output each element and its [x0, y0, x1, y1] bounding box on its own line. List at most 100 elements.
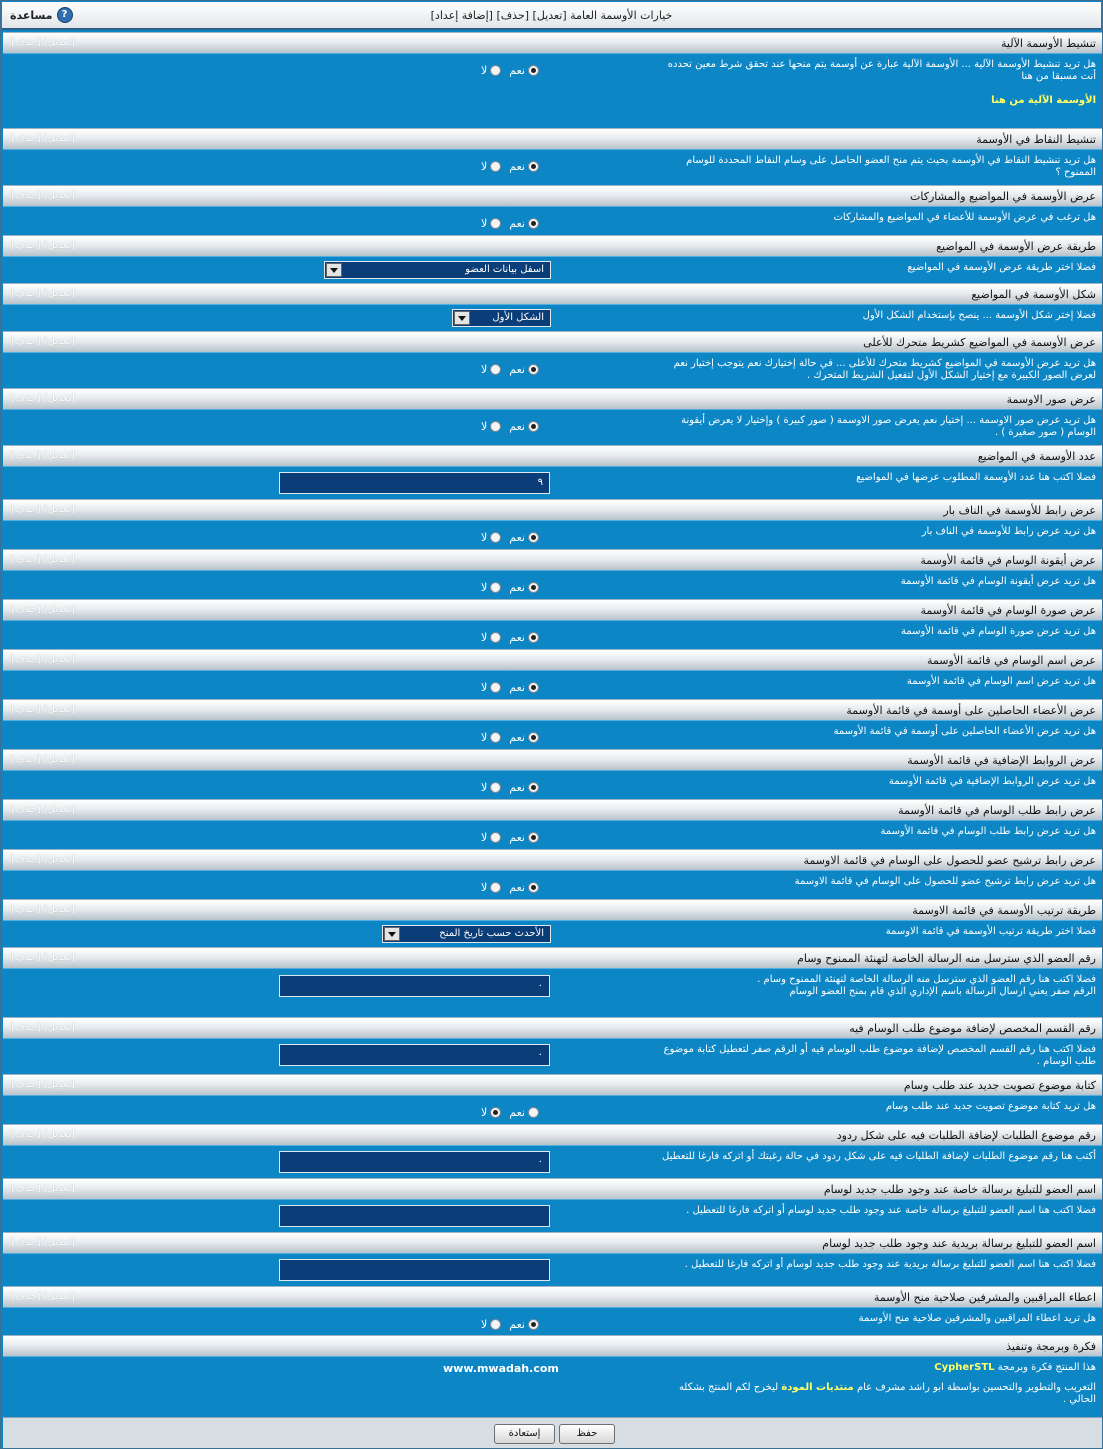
chevron-down-icon[interactable]	[454, 311, 470, 325]
setting-edit-delete-links[interactable]: [تعديل] [حذف]	[11, 133, 75, 144]
setting-edit-delete-links[interactable]: [تعديل] [حذف]	[11, 754, 75, 765]
help-button[interactable]: ? مساعدة	[10, 7, 73, 23]
radio-yes[interactable]	[527, 1107, 539, 1118]
setting-select[interactable]: الشكل الأول	[452, 309, 551, 327]
setting-edit-delete-links[interactable]: [تعديل] [حذف]	[11, 1237, 75, 1248]
setting-edit-delete-links[interactable]: [تعديل] [حذف]	[11, 504, 75, 515]
reset-button[interactable]: إستعادة	[494, 1424, 555, 1444]
setting-body: فضلا اختر طريقة عرض الأوسمة في المواضيع ا…	[3, 256, 1102, 283]
setting-edit-delete-links[interactable]: [تعديل] [حذف]	[11, 1022, 75, 1033]
radio-yes[interactable]	[527, 1319, 539, 1330]
setting-edit-delete-links[interactable]: [تعديل] [حذف]	[11, 450, 75, 461]
setting-header: عرض رابط للأوسمة في الناف بار [تعديل] [حذ…	[3, 499, 1102, 520]
radio-yes[interactable]	[527, 582, 539, 593]
radio-no[interactable]	[490, 682, 502, 693]
setting-input[interactable]	[279, 1259, 550, 1281]
setting-edit-delete-links[interactable]: [تعديل] [حذف]	[11, 804, 75, 815]
setting-edit-delete-links[interactable]: [تعديل] [حذف]	[11, 704, 75, 715]
radio-yes[interactable]	[527, 218, 539, 229]
setting-edit-delete-links[interactable]: [تعديل] [حذف]	[11, 240, 75, 251]
radio-no[interactable]	[490, 782, 502, 793]
setting-title: عرض الأعضاء الحاصلين على أوسمة في قائمة …	[846, 704, 1096, 717]
radio-no[interactable]	[490, 832, 502, 843]
radio-yes[interactable]	[527, 782, 539, 793]
setting-input[interactable]: ٠	[279, 1151, 550, 1173]
radio-no[interactable]	[490, 632, 502, 643]
setting-input[interactable]: ٩	[279, 472, 550, 494]
setting-header: رقم القسم المخصص لإضافة موضوع طلب الوسام…	[3, 1017, 1102, 1038]
site-link[interactable]: www.mwadah.com	[443, 1362, 559, 1375]
radio-no[interactable]	[490, 421, 502, 432]
setting-body: هل تريد عرض رابط ترشيح عضو للحصول على ال…	[3, 870, 1102, 899]
setting-header: عرض رابط طلب الوسام في قائمة الأوسمة [تعد…	[3, 799, 1102, 820]
edit-link[interactable]: [تعديل]	[532, 9, 567, 22]
description-line: هل تريد تنشيط الأوسمة الآلية ... الأوسمة…	[667, 59, 1096, 70]
description-line: فضلا اكتب هنا رقم القسم المخصص لإضافة مو…	[663, 1044, 1096, 1055]
description-line: فضلا اختر طريقة ترتيب الأوسمة في قائمة ا…	[885, 926, 1096, 937]
setting-edit-delete-links[interactable]: [تعديل] [حذف]	[11, 854, 75, 865]
setting-edit-delete-links[interactable]: [تعديل] [حذف]	[11, 1291, 75, 1302]
setting-edit-delete-links[interactable]: [تعديل] [حذف]	[11, 288, 75, 299]
setting-edit-delete-links[interactable]: [تعديل] [حذف]	[11, 1129, 75, 1140]
description-line: فضلا اكتب هنا رقم العضو الذي سترسل منه ا…	[757, 974, 1096, 985]
radio-no-label: لا	[481, 217, 488, 230]
setting-input[interactable]	[279, 1205, 550, 1227]
chevron-down-icon[interactable]	[326, 263, 342, 277]
setting-edit-delete-links[interactable]: [تعديل] [حذف]	[11, 393, 75, 404]
forum-link[interactable]: منتديات المودة	[781, 1382, 854, 1393]
setting-input[interactable]: ٠	[279, 1044, 550, 1066]
radio-no[interactable]	[490, 1107, 502, 1118]
radio-no[interactable]	[490, 364, 502, 375]
radio-yes[interactable]	[527, 364, 539, 375]
setting-title: عرض صورة الوسام في قائمة الأوسمة	[920, 604, 1096, 617]
radio-yes[interactable]	[527, 532, 539, 543]
radio-yes[interactable]	[527, 65, 539, 76]
radio-no[interactable]	[490, 532, 502, 543]
save-button[interactable]: حفظ	[559, 1424, 615, 1444]
radio-no[interactable]	[490, 161, 502, 172]
radio-yes[interactable]	[527, 421, 539, 432]
chevron-down-icon[interactable]	[384, 927, 400, 941]
setting-edit-delete-links[interactable]: [تعديل] [حذف]	[11, 554, 75, 565]
setting-select[interactable]: اسفل بيانات العضو	[324, 261, 551, 279]
setting-header: رقم موضوع الطلبات لإضافة الطلبات فيه على…	[3, 1124, 1102, 1145]
form-footer: حفظ إستعادة	[3, 1417, 1102, 1448]
setting-edit-delete-links[interactable]: [تعديل] [حذف]	[11, 952, 75, 963]
setting-input[interactable]: ٠	[279, 975, 550, 997]
radio-yes[interactable]	[527, 832, 539, 843]
radio-yes[interactable]	[527, 632, 539, 643]
setting-header: عرض الأوسمة في المواضيع والمشاركات [تعديل…	[3, 185, 1102, 206]
radio-no[interactable]	[490, 582, 502, 593]
delete-link[interactable]: [حذف]	[496, 9, 530, 22]
radio-no[interactable]	[490, 1319, 502, 1330]
setting-edit-delete-links[interactable]: [تعديل] [حذف]	[11, 37, 75, 48]
radio-no[interactable]	[490, 218, 502, 229]
setting-description: فضلا اكتب هنا رقم القسم المخصص لإضافة مو…	[551, 1044, 1096, 1068]
radio-yes[interactable]	[527, 882, 539, 893]
setting-edit-delete-links[interactable]: [تعديل] [حذف]	[11, 336, 75, 347]
description-line: فضلا اختر طريقة عرض الأوسمة في المواضيع	[907, 262, 1096, 273]
setting-edit-delete-links[interactable]: [تعديل] [حذف]	[11, 654, 75, 665]
radio-no-label: لا	[481, 831, 488, 844]
setting-edit-delete-links[interactable]: [تعديل] [حذف]	[11, 1183, 75, 1194]
setting-edit-delete-links[interactable]: [تعديل] [حذف]	[11, 1079, 75, 1090]
setting-edit-delete-links[interactable]: [تعديل] [حذف]	[11, 904, 75, 915]
radio-no[interactable]	[490, 65, 502, 76]
description-line: لعرض الصور الكبيرة مع إختيار الشكل الأول…	[807, 370, 1096, 381]
setting-header: اسم العضو للتبليغ برسالة خاصة عند وجود ط…	[3, 1178, 1102, 1199]
setting-select[interactable]: الأحدث حسب تاريخ المنح	[382, 925, 551, 943]
setting-header: شكل الأوسمة في المواضيع [تعديل] [حذف]	[3, 283, 1102, 304]
auto-medals-link[interactable]: الأوسمة الآلية من هنا	[991, 95, 1096, 106]
radio-yes[interactable]	[527, 682, 539, 693]
input-value: ٠	[537, 980, 543, 991]
setting-edit-delete-links[interactable]: [تعديل] [حذف]	[11, 190, 75, 201]
radio-yes[interactable]	[527, 732, 539, 743]
setting-body: فضلا اكتب هنا رقم القسم المخصص لإضافة مو…	[3, 1038, 1102, 1074]
radio-no[interactable]	[490, 732, 502, 743]
credits-part1: التعريب والتطوير والتحسين بواسطة ابو راش…	[856, 1382, 1096, 1393]
setting-edit-delete-links[interactable]: [تعديل] [حذف]	[11, 604, 75, 615]
add-setting-link[interactable]: [إضافة إعداد]	[430, 9, 493, 22]
radio-no[interactable]	[490, 882, 502, 893]
radio-yes[interactable]	[527, 161, 539, 172]
setting-description: هل تريد تنشيط الأوسمة الآلية ... الأوسمة…	[551, 59, 1096, 107]
